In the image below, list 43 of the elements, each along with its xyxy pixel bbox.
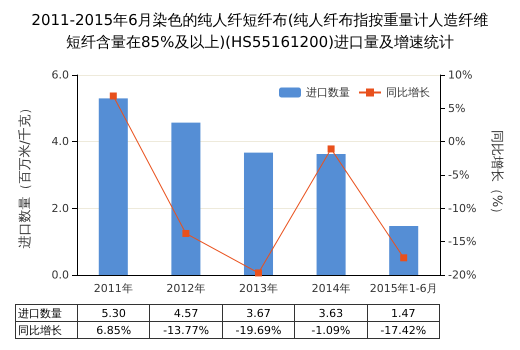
bar (98, 98, 128, 275)
data-label: 1.47 (367, 304, 440, 322)
legend-label: 进口数量 (306, 86, 350, 99)
data-label: -17.42% (367, 322, 440, 338)
y2-tick-label: 5% (448, 102, 466, 115)
point (400, 254, 408, 262)
text: 进口数量 (18, 306, 62, 320)
x-tick-label: 2014年 (312, 282, 351, 295)
bar (171, 122, 200, 275)
text: 同比增长 (18, 324, 62, 336)
data-label: 6.85% (78, 322, 150, 338)
y-axis-title: 进口数量（百万米/千克） (18, 101, 33, 249)
bar (244, 152, 274, 275)
legend-label: 同比增长 (386, 86, 430, 99)
data-label: -1.09% (294, 322, 368, 338)
data-label: 3.67 (222, 304, 295, 322)
data-label: -19.69% (222, 322, 295, 338)
chart-title: 2011-2015年6月染色的纯人纤短纤布(纯人纤布指按重量计人造纤维短纤含量在85%及以上)(HS55161200)进口量及增速统计 (31, 11, 489, 51)
y2-tick-label: -15% (448, 235, 476, 248)
data-label: 4.57 (150, 304, 222, 322)
y2-tick-label: 0% (448, 135, 466, 148)
y2-tick-label: -10% (448, 202, 476, 215)
y-tick-label: 0.0 (52, 268, 69, 282)
point (110, 92, 117, 100)
y2-axis-title: 同比增长（%） (489, 130, 504, 220)
x-tick-label: 2013年 (239, 282, 278, 295)
x-tick-label: 2011年 (94, 282, 133, 295)
y-tick-label: 6.0 (52, 68, 69, 82)
y2-tick-label: -5% (448, 168, 470, 182)
bar (389, 226, 418, 275)
y-tick-label: 4.0 (52, 135, 69, 148)
y2-tick-label: 10% (448, 68, 472, 82)
x-tick-label: 2015年1-6月 (370, 282, 438, 295)
y-tick-label: 2.0 (52, 202, 69, 215)
point (182, 230, 190, 237)
data-label: 3.63 (294, 304, 368, 322)
data-label: 5.30 (78, 304, 150, 322)
point (255, 269, 262, 276)
y2-tick-label: -20% (448, 268, 476, 282)
point (328, 145, 335, 152)
x-tick-label: 2012年 (166, 282, 206, 295)
data-label: -13.77% (150, 322, 222, 338)
bar (316, 154, 346, 275)
